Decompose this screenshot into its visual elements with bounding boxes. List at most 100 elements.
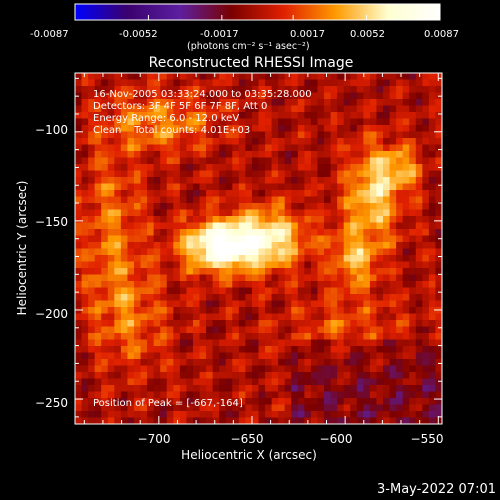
heatmap-cell bbox=[265, 242, 272, 249]
heatmap-cell bbox=[369, 177, 377, 184]
heatmap-cell bbox=[88, 177, 96, 184]
heatmap-cell bbox=[192, 404, 200, 412]
heatmap-cell bbox=[383, 339, 390, 347]
heatmap-cell bbox=[114, 79, 122, 87]
heatmap-cell bbox=[330, 86, 338, 93]
heatmap-cell bbox=[317, 170, 325, 178]
heatmap-cell bbox=[297, 281, 305, 288]
heatmap-cell bbox=[173, 118, 181, 126]
heatmap-cell bbox=[245, 157, 253, 165]
heatmap-cell bbox=[140, 138, 148, 145]
heatmap-cell bbox=[94, 417, 102, 425]
heatmap-cell bbox=[186, 417, 194, 425]
heatmap-cell bbox=[415, 385, 423, 392]
heatmap-cell bbox=[324, 346, 331, 353]
heatmap-cell bbox=[396, 79, 404, 87]
heatmap-cell bbox=[304, 378, 312, 386]
heatmap-cell bbox=[396, 307, 404, 314]
heatmap-cell bbox=[304, 326, 312, 334]
heatmap-cell bbox=[212, 190, 220, 197]
heatmap-cell bbox=[160, 190, 168, 197]
heatmap-cell bbox=[271, 125, 279, 132]
heatmap-cell bbox=[232, 313, 240, 321]
heatmap-cell bbox=[219, 307, 227, 314]
heatmap-cell bbox=[173, 320, 181, 327]
heatmap-cell bbox=[369, 170, 377, 178]
heatmap-cell bbox=[389, 235, 397, 243]
heatmap-cell bbox=[160, 365, 168, 373]
heatmap-cell bbox=[330, 229, 338, 236]
heatmap-cell bbox=[81, 268, 89, 275]
heatmap-cell bbox=[383, 222, 390, 230]
heatmap-cell bbox=[271, 268, 279, 275]
heatmap-cell bbox=[278, 209, 286, 217]
heatmap-cell bbox=[199, 333, 207, 340]
heatmap-cell bbox=[402, 326, 410, 334]
heatmap-cell bbox=[297, 365, 305, 373]
heatmap-cell bbox=[350, 372, 358, 379]
heatmap-cell bbox=[127, 404, 135, 412]
heatmap-cell bbox=[284, 411, 292, 418]
heatmap-cell bbox=[232, 138, 240, 145]
heatmap-cell bbox=[251, 417, 259, 425]
heatmap-cell bbox=[291, 261, 299, 269]
heatmap-cell bbox=[140, 294, 148, 301]
heatmap-cell bbox=[422, 326, 430, 334]
heatmap-cell bbox=[107, 229, 115, 236]
heatmap-cell bbox=[94, 144, 102, 152]
heatmap-cell bbox=[389, 138, 397, 145]
heatmap-cell bbox=[297, 92, 305, 100]
heatmap-cell bbox=[383, 164, 390, 171]
heatmap-cell bbox=[238, 222, 246, 230]
heatmap-cell bbox=[350, 144, 358, 152]
heatmap-cell bbox=[363, 164, 371, 171]
heatmap-cell bbox=[376, 339, 384, 347]
heatmap-cell bbox=[271, 261, 279, 269]
heatmap-cell bbox=[199, 378, 207, 386]
heatmap-cell bbox=[173, 417, 181, 425]
heatmap-cell bbox=[402, 307, 410, 314]
heatmap-cell bbox=[350, 216, 358, 223]
heatmap-cell bbox=[271, 196, 279, 204]
heatmap-cell bbox=[75, 339, 82, 347]
heatmap-cell bbox=[186, 274, 194, 282]
heatmap-cell bbox=[422, 86, 430, 93]
heatmap-cell bbox=[304, 391, 312, 399]
heatmap-cell bbox=[251, 170, 259, 178]
colorbar-gradient bbox=[74, 3, 441, 21]
heatmap-cell bbox=[415, 333, 423, 340]
heatmap-cell bbox=[147, 339, 155, 347]
heatmap-cell bbox=[88, 105, 96, 113]
heatmap-cell bbox=[376, 333, 384, 340]
heatmap-cell bbox=[160, 138, 168, 145]
heatmap-cell bbox=[376, 144, 384, 152]
heatmap-cell bbox=[363, 86, 371, 93]
heatmap-cell bbox=[173, 73, 181, 80]
heatmap-cell bbox=[363, 404, 371, 412]
heatmap-cell bbox=[376, 242, 384, 249]
heatmap-cell bbox=[330, 99, 338, 106]
heatmap-cell bbox=[265, 281, 272, 288]
heatmap-cell bbox=[127, 73, 135, 80]
heatmap-cell bbox=[369, 404, 377, 412]
heatmap-cell bbox=[206, 339, 214, 347]
heatmap-cell bbox=[337, 372, 345, 379]
heatmap-cell bbox=[284, 138, 292, 145]
heatmap-cell bbox=[81, 131, 89, 139]
heatmap-cell bbox=[435, 209, 443, 217]
heatmap-cell bbox=[153, 86, 161, 93]
annotation-detectors: Detectors: 3F 4F 5F 6F 7F 8F, Att 0 bbox=[93, 101, 267, 112]
heatmap-cell bbox=[219, 417, 227, 425]
heatmap-cell bbox=[324, 229, 331, 236]
heatmap-cell bbox=[81, 196, 89, 204]
heatmap-cell bbox=[120, 385, 128, 392]
heatmap-cell bbox=[383, 307, 390, 314]
heatmap-cell bbox=[81, 378, 89, 386]
heatmap-cell bbox=[284, 346, 292, 353]
heatmap-cell bbox=[251, 99, 259, 106]
heatmap-cell bbox=[120, 352, 128, 360]
heatmap-cell bbox=[402, 157, 410, 165]
heatmap-cell bbox=[251, 281, 259, 288]
heatmap-cell bbox=[422, 346, 430, 353]
heatmap-cell bbox=[140, 229, 148, 236]
